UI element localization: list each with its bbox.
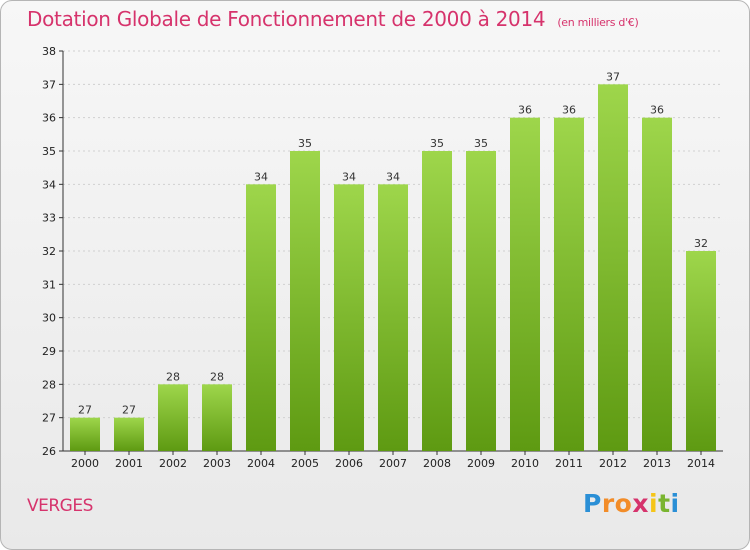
logo-letter: i	[670, 489, 680, 518]
chart-title: Dotation Globale de Fonctionnement de 20…	[27, 7, 639, 31]
logo-letter: o	[614, 489, 633, 518]
x-tick-label: 2012	[599, 457, 627, 470]
bar	[642, 117, 672, 452]
bar	[202, 384, 232, 451]
data-label: 36	[518, 104, 532, 117]
bar	[158, 384, 188, 451]
chart-title-text: Dotation Globale de Fonctionnement de 20…	[27, 7, 546, 31]
y-tick-label: 26	[42, 445, 56, 458]
data-label: 36	[650, 104, 664, 117]
bar	[290, 151, 320, 451]
logo-letter: P	[583, 489, 602, 518]
y-tick-label: 27	[42, 412, 56, 425]
logo-letter: r	[601, 489, 615, 518]
y-tick-label: 32	[42, 245, 56, 258]
x-tick-label: 2003	[203, 457, 231, 470]
proxiti-logo: Proxiti	[583, 489, 680, 518]
bar	[378, 184, 408, 452]
data-label: 37	[606, 70, 620, 83]
y-tick-label: 29	[42, 345, 56, 358]
y-tick-label: 33	[42, 212, 56, 225]
y-tick-label: 38	[42, 45, 56, 58]
x-tick-label: 2014	[687, 457, 715, 470]
x-tick-label: 2011	[555, 457, 583, 470]
bar	[334, 184, 364, 452]
y-tick-label: 36	[42, 112, 56, 125]
x-tick-label: 2007	[379, 457, 407, 470]
data-label: 35	[298, 137, 312, 150]
x-tick-label: 2010	[511, 457, 539, 470]
logo-letter: t	[658, 489, 671, 518]
bar	[686, 251, 716, 451]
logo-letter: i	[649, 489, 659, 518]
data-label: 32	[694, 237, 708, 250]
bar	[554, 117, 584, 452]
data-label: 34	[254, 170, 268, 183]
bar	[598, 84, 628, 451]
data-label: 35	[474, 137, 488, 150]
x-tick-label: 2006	[335, 457, 363, 470]
x-tick-label: 2002	[159, 457, 187, 470]
data-label: 36	[562, 104, 576, 117]
data-label: 28	[210, 370, 224, 383]
x-tick-label: 2001	[115, 457, 143, 470]
y-tick-label: 30	[42, 312, 56, 325]
bar	[466, 151, 496, 451]
x-tick-label: 2009	[467, 457, 495, 470]
data-label: 35	[430, 137, 444, 150]
x-tick-label: 2008	[423, 457, 451, 470]
data-label: 34	[342, 170, 356, 183]
logo-letter: x	[632, 489, 649, 518]
y-tick-label: 35	[42, 145, 56, 158]
data-label: 28	[166, 370, 180, 383]
data-label: 27	[122, 404, 136, 417]
unit-note: (en milliers d'€)	[557, 16, 639, 29]
data-label: 34	[386, 170, 400, 183]
y-tick-label: 28	[42, 378, 56, 391]
y-tick-label: 37	[42, 78, 56, 91]
y-tick-label: 34	[42, 178, 56, 191]
y-tick-label: 31	[42, 278, 56, 291]
x-tick-label: 2000	[71, 457, 99, 470]
x-tick-label: 2005	[291, 457, 319, 470]
bar	[510, 117, 540, 452]
bar	[114, 417, 144, 451]
commune-name: VERGES	[27, 496, 93, 516]
bar	[70, 417, 100, 451]
bar	[246, 184, 276, 452]
data-label: 27	[78, 404, 92, 417]
x-tick-label: 2013	[643, 457, 671, 470]
bar	[422, 151, 452, 451]
x-tick-label: 2004	[247, 457, 275, 470]
